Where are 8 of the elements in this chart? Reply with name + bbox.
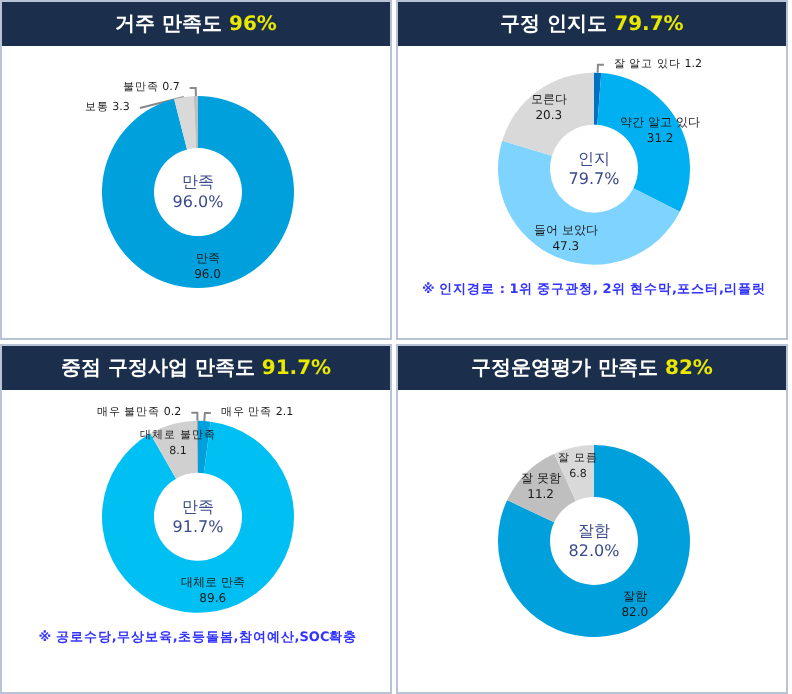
text: 만족 91.7% [172,497,225,536]
text: 인지 79.7% [568,149,621,188]
text: 잘함 82.0% [568,522,621,560]
chart-title: 중점 구정사업 만족도 91.7% [60,355,332,382]
text: 만족 96.0% [172,173,225,211]
chart-title: 거주 만족도 96% [115,11,277,38]
chart-title: 구정 인지도 79.7% [500,11,684,38]
chart-title: 구정운영평가 만족도 82% [471,355,713,382]
